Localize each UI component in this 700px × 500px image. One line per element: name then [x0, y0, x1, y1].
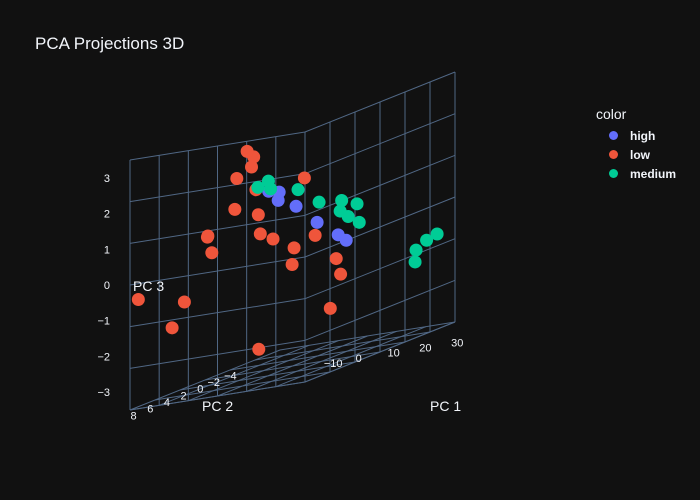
point-medium[interactable]	[251, 180, 265, 194]
point-medium[interactable]	[352, 215, 366, 229]
legend-marker-medium	[609, 169, 618, 178]
point-medium[interactable]	[291, 183, 305, 197]
x-tick-label: 30	[451, 338, 463, 350]
legend-item-low[interactable]: low	[596, 145, 676, 164]
point-low[interactable]	[177, 295, 191, 309]
data-points	[131, 144, 444, 356]
point-medium[interactable]	[312, 195, 326, 209]
point-medium[interactable]	[335, 194, 349, 208]
point-low[interactable]	[228, 202, 242, 216]
legend-label-high: high	[630, 128, 656, 143]
side-wall-gridline	[304, 113, 456, 175]
point-medium[interactable]	[420, 233, 434, 247]
x-tick-label: −10	[324, 358, 343, 370]
point-low[interactable]	[200, 230, 214, 244]
point-medium[interactable]	[341, 210, 355, 224]
y-axis-title: PC 2	[202, 398, 233, 414]
legend-marker-high	[609, 131, 618, 140]
z-tick-label: −1	[97, 316, 110, 328]
point-medium[interactable]	[409, 243, 423, 257]
point-low[interactable]	[252, 342, 266, 356]
y-tick-label: 6	[147, 404, 153, 416]
chart-title: PCA Projections 3D	[35, 34, 185, 53]
point-medium[interactable]	[350, 197, 364, 211]
legend-item-medium[interactable]: medium	[596, 164, 676, 183]
point-low[interactable]	[245, 160, 259, 174]
back-wall-gridline	[129, 131, 306, 161]
z-tick-label: 1	[104, 244, 110, 256]
point-low[interactable]	[251, 208, 265, 222]
point-high[interactable]	[339, 233, 353, 247]
point-medium[interactable]	[430, 227, 444, 241]
point-low[interactable]	[323, 301, 337, 315]
y-tick-label: 4	[164, 397, 170, 409]
y-tick-label: −4	[224, 370, 237, 382]
floor-gridline	[304, 321, 456, 383]
axis-box	[129, 71, 456, 411]
y-tick-label: 0	[197, 384, 203, 396]
point-low[interactable]	[329, 252, 343, 266]
legend-marker-low	[609, 150, 618, 159]
x-tick-label: 0	[356, 353, 362, 365]
x-axis-title: PC 1	[430, 398, 461, 414]
z-axis-title: PC 3	[133, 278, 164, 294]
floor-gridline	[154, 371, 331, 401]
legend-label-medium: medium	[630, 166, 677, 181]
legend-label-low: low	[630, 147, 650, 162]
point-low[interactable]	[266, 232, 280, 246]
point-low[interactable]	[334, 267, 348, 281]
point-low[interactable]	[287, 241, 301, 255]
point-low[interactable]	[131, 293, 145, 307]
back-wall-gridline	[129, 173, 306, 203]
legend: color high low medium	[596, 106, 676, 183]
point-low[interactable]	[285, 257, 299, 271]
z-tick-label: −3	[97, 387, 110, 399]
floor-gridline	[129, 381, 306, 411]
x-tick-label: 10	[387, 348, 399, 360]
z-tick-label: 0	[104, 280, 110, 292]
point-medium[interactable]	[408, 255, 422, 269]
z-tick-label: −2	[97, 351, 110, 363]
y-tick-label: −2	[207, 377, 220, 389]
point-low[interactable]	[253, 227, 267, 241]
x-tick-label: 20	[419, 343, 431, 355]
point-low[interactable]	[240, 144, 254, 158]
point-low[interactable]	[165, 321, 179, 335]
point-low[interactable]	[230, 171, 244, 185]
point-high[interactable]	[310, 215, 324, 229]
legend-item-high[interactable]: high	[596, 126, 676, 145]
side-wall-gridline	[304, 71, 456, 133]
y-tick-label: 8	[131, 410, 137, 422]
z-tick-label: 2	[104, 209, 110, 221]
point-low[interactable]	[308, 228, 322, 242]
point-high[interactable]	[289, 199, 303, 213]
y-tick-label: 2	[181, 390, 187, 402]
point-low[interactable]	[205, 246, 219, 260]
z-tick-label: 3	[104, 173, 110, 185]
point-medium[interactable]	[261, 174, 275, 188]
point-low[interactable]	[297, 171, 311, 185]
legend-title: color	[596, 106, 627, 122]
